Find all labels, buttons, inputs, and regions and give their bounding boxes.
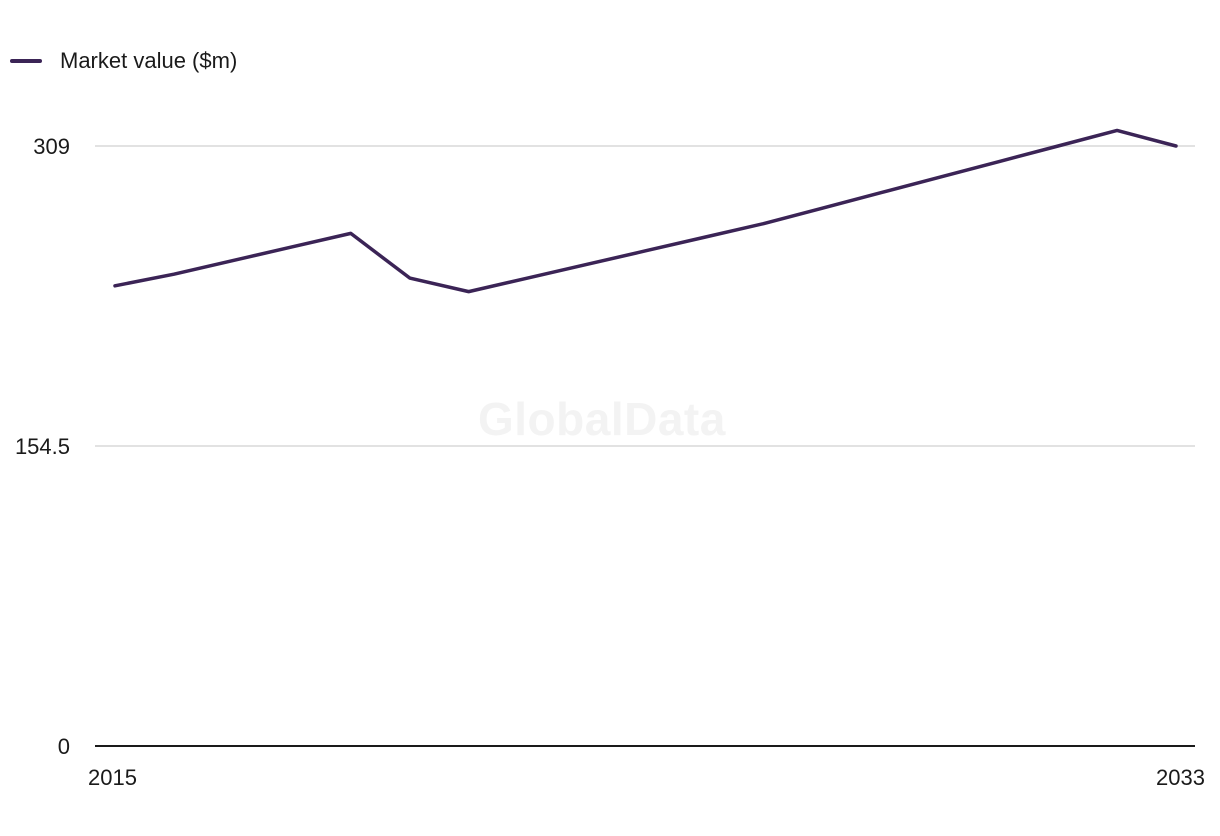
legend-swatch-market-value — [10, 59, 42, 63]
y-tick-label-2: 309 — [33, 134, 70, 159]
watermark-logo: GlobalData — [478, 393, 726, 445]
y-tick-label-1: 154.5 — [15, 434, 70, 459]
y-tick-label-0: 0 — [58, 734, 70, 759]
series-line-market-value — [113, 128, 1178, 294]
chart-legend: Market value ($m) — [10, 46, 237, 76]
x-tick-label-1: 2033 — [1156, 765, 1205, 790]
x-tick-label-0: 2015 — [88, 765, 137, 790]
legend-label-market-value: Market value ($m) — [60, 48, 238, 73]
